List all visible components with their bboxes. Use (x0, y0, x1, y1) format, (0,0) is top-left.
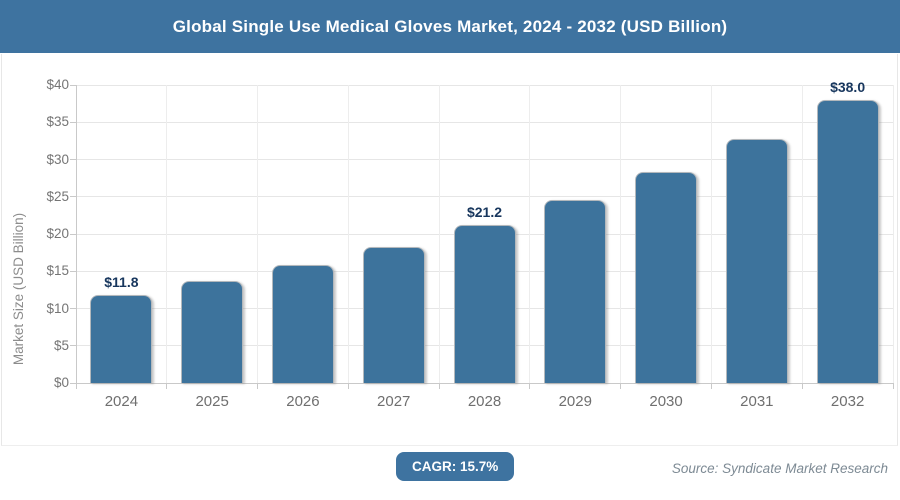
y-tick-label: $25 (46, 188, 69, 204)
x-tick-mark (438, 383, 440, 389)
gridline-vertical (801, 85, 803, 383)
gridline-vertical (710, 85, 712, 383)
bar-2027 (362, 246, 425, 383)
x-axis-label-2029: 2029 (558, 393, 592, 410)
source-attribution: Source: Syndicate Market Research (671, 461, 888, 476)
y-tick-mark (70, 233, 76, 235)
gridline-horizontal (76, 84, 893, 86)
data-label-2032: $38.0 (830, 78, 866, 95)
y-tick-label: $30 (46, 151, 69, 167)
gridline-vertical (892, 85, 894, 383)
bar-2032 (816, 99, 879, 383)
x-axis-label-2030: 2030 (649, 393, 683, 410)
gridline-horizontal (76, 121, 893, 123)
x-axis-label-2026: 2026 (286, 393, 320, 410)
gridline-horizontal (76, 159, 893, 160)
x-axis-label-2031: 2031 (740, 393, 774, 410)
bar-2031 (725, 138, 788, 383)
x-tick-mark (892, 383, 894, 389)
y-tick-label: $40 (46, 77, 69, 92)
y-tick-mark (70, 308, 76, 309)
gridline-horizontal (76, 196, 893, 198)
y-tick-label: $20 (46, 226, 69, 241)
x-axis-label-2032: 2032 (830, 393, 865, 410)
y-axis-line (76, 85, 77, 383)
y-tick-mark (70, 121, 76, 123)
gridline-vertical (620, 85, 622, 383)
chart-title: Global Single Use Medical Gloves Market,… (172, 16, 728, 36)
bar-2028 (453, 225, 516, 383)
x-axis-label-2025: 2025 (195, 393, 229, 410)
x-axis-label-2028: 2028 (467, 393, 502, 410)
y-axis-title: Market Size (USD Billion) (11, 212, 26, 366)
y-tick-mark (70, 270, 76, 272)
gridline-vertical (257, 85, 259, 383)
bar-2025 (181, 280, 244, 383)
x-axis-label-2024: 2024 (104, 393, 139, 410)
bar-2029 (544, 200, 607, 383)
gridline-vertical (529, 85, 531, 383)
y-tick-label: $5 (53, 337, 69, 353)
x-tick-mark (347, 383, 349, 389)
x-tick-mark (257, 383, 259, 389)
x-tick-mark (710, 383, 712, 389)
x-tick-mark (529, 383, 531, 389)
y-tick-label: $10 (46, 300, 69, 316)
y-tick-label: $15 (46, 263, 69, 279)
y-tick-mark (70, 345, 76, 347)
x-axis-line (76, 383, 894, 384)
bar-2024 (90, 295, 153, 383)
bar-2030 (635, 172, 698, 383)
y-tick-mark (70, 84, 76, 86)
gridline-vertical (347, 85, 349, 383)
gridline-vertical (166, 85, 168, 383)
chart-title-bar: Global Single Use Medical Gloves Market,… (0, 0, 900, 53)
cagr-badge: CAGR: 15.7% (396, 452, 515, 481)
y-tick-mark (70, 159, 76, 160)
y-tick-mark (70, 382, 76, 384)
y-tick-mark (70, 196, 76, 198)
y-tick-label: $0 (53, 375, 69, 390)
data-label-2028: $21.2 (466, 204, 503, 221)
data-label-2024: $11.8 (104, 274, 139, 291)
y-tick-label: $35 (46, 114, 69, 130)
x-tick-mark (801, 383, 803, 389)
x-axis-label-2027: 2027 (377, 393, 411, 410)
x-tick-mark (166, 383, 168, 389)
x-tick-mark (620, 383, 622, 389)
gridline-vertical (438, 85, 440, 383)
bar-2026 (271, 265, 334, 383)
x-tick-mark (75, 383, 77, 389)
